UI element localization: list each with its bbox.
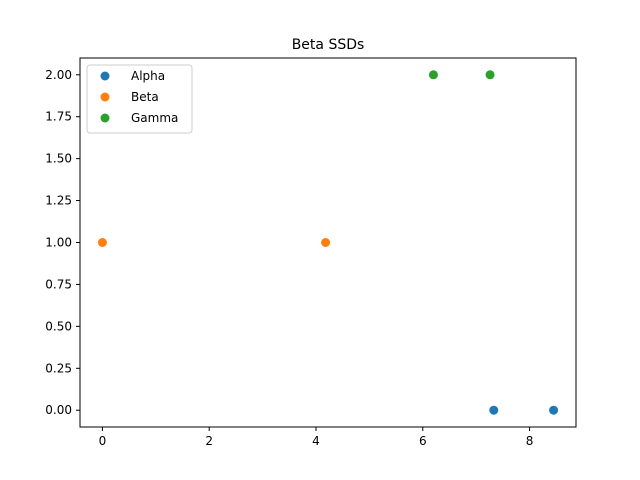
data-point-beta [321,238,331,247]
data-point-beta [97,238,107,247]
y-tick-label: 2.00 [45,68,72,82]
y-tick-label: 0.75 [45,277,72,291]
data-point-alpha [549,405,559,415]
y-tick-label: 1.75 [45,110,72,124]
data-point-gamma [428,70,438,80]
data-points [97,70,559,415]
legend-label-beta: Beta [131,90,159,104]
data-point-gamma [485,70,495,80]
y-tick-label: 0.25 [45,361,72,375]
y-tick-label: 0.50 [45,319,72,333]
x-tick-label: 0 [99,434,107,448]
legend-frame [86,64,193,134]
legend-marker-gamma [100,113,110,123]
data-point-alpha [489,405,499,415]
x-tick-label: 4 [312,434,320,448]
x-tick-label: 2 [205,434,213,448]
chart-title: Beta SSDs [292,37,365,53]
y-tick-label: 1.25 [45,194,72,208]
legend-label-alpha: Alpha [131,69,165,83]
x-tick-label: 6 [419,434,427,448]
x-tick-label: 8 [526,434,534,448]
legend-marker-beta [100,92,110,102]
axes: 0 2 4 6 8 0.00 0.25 0.50 0.75 1.00 1.25 1.50 1.75 2.0… [45,57,577,448]
legend: Alpha Beta Gamma [86,64,193,134]
y-tick-label: 0.00 [45,403,72,417]
legend-marker-alpha [100,71,110,81]
y-tick-label: 1.50 [45,152,72,166]
y-tick-label: 1.00 [45,236,72,250]
legend-label-gamma: Gamma [131,111,178,125]
